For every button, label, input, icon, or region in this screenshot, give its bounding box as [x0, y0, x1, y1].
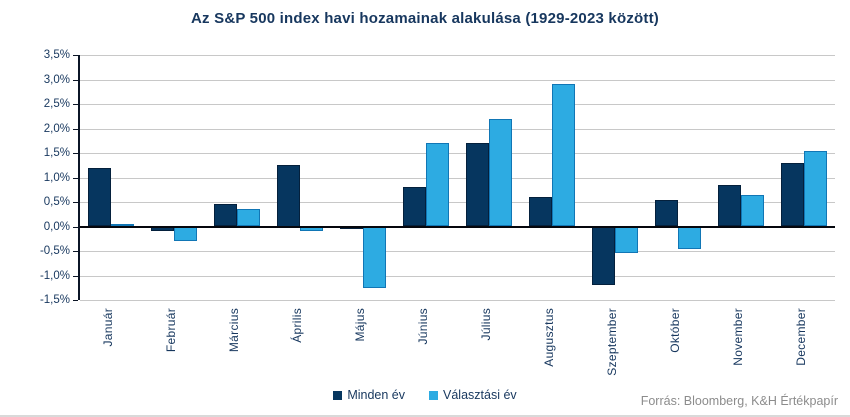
gridline — [80, 300, 835, 301]
bar-valasztasi-ev-november — [740, 194, 764, 227]
source-credit: Forrás: Bloomberg, K&H Értékpapír — [640, 394, 838, 408]
y-axis-tick — [73, 55, 78, 56]
legend: Minden év Választási év — [0, 388, 850, 402]
x-axis-label-aprilis: Április — [290, 308, 305, 343]
gridline — [80, 55, 835, 56]
plot-area — [78, 55, 835, 301]
gridline — [80, 177, 835, 179]
y-axis-label: 3,0% — [43, 73, 70, 86]
y-axis-label: 0,5% — [43, 196, 70, 208]
x-axis-label-december: December — [793, 308, 808, 366]
y-axis-tick — [73, 128, 78, 130]
gridline — [80, 153, 835, 154]
gridline — [80, 275, 835, 277]
y-axis-label: 2,0% — [43, 122, 70, 135]
bar-minden-ev-aprilis — [277, 165, 301, 227]
legend-item-valasztasi-ev: Választási év — [429, 388, 517, 402]
gridline — [80, 104, 835, 105]
y-axis-label: -1,5% — [39, 294, 70, 306]
bar-valasztasi-ev-februar — [174, 226, 198, 242]
x-axis-label-januar: Január — [101, 308, 116, 347]
y-axis-tick — [73, 226, 78, 228]
x-axis-label-julius: Július — [478, 308, 493, 341]
bar-minden-ev-oktober — [654, 199, 678, 227]
legend-label-valasztasi-ev: Választási év — [443, 388, 517, 402]
legend-label-minden-ev: Minden év — [347, 388, 406, 402]
y-axis-tick — [73, 275, 78, 277]
bar-valasztasi-ev-augusztus — [551, 84, 575, 227]
x-axis-label-oktober: Október — [667, 308, 682, 353]
y-axis-tick — [73, 104, 78, 105]
y-axis-label: 3,5% — [43, 49, 70, 61]
legend-swatch-valasztasi-ev — [429, 390, 439, 400]
bar-valasztasi-ev-julius — [488, 118, 512, 227]
bar-valasztasi-ev-oktober — [677, 226, 701, 249]
y-axis-label: -1,0% — [39, 269, 70, 282]
gridline — [80, 79, 835, 81]
y-axis-label: 2,5% — [43, 98, 70, 110]
y-axis-tick — [73, 79, 78, 81]
y-axis-label: -0,5% — [39, 245, 70, 257]
chart-title: Az S&P 500 index havi hozamainak alakulá… — [191, 10, 659, 27]
bar-valasztasi-ev-majus — [363, 226, 387, 288]
x-axis-label-november: November — [730, 308, 745, 366]
bar-valasztasi-ev-junius — [426, 143, 450, 227]
bar-minden-ev-szeptember — [591, 226, 615, 286]
legend-swatch-minden-ev — [333, 390, 343, 400]
y-axis-tick — [73, 202, 78, 203]
y-axis-tick — [73, 177, 78, 179]
bar-minden-ev-junius — [403, 187, 427, 227]
bar-valasztasi-ev-december — [803, 150, 827, 227]
x-axis-label-majus: Május — [353, 308, 368, 342]
y-axis-label: 1,5% — [43, 147, 70, 159]
zero-axis-line — [80, 225, 835, 228]
gridline — [80, 202, 835, 203]
bar-minden-ev-julius — [465, 143, 489, 227]
gridline — [80, 251, 835, 252]
bar-minden-ev-marcius — [214, 204, 238, 227]
x-axis-label-marcius: Március — [227, 308, 242, 353]
x-axis-label-szeptember: Szeptember — [604, 308, 619, 376]
bar-minden-ev-november — [717, 184, 741, 227]
bar-valasztasi-ev-szeptember — [614, 226, 638, 254]
y-axis-label: 1,0% — [43, 171, 70, 184]
x-axis-label-augusztus: Augusztus — [541, 308, 556, 367]
bar-minden-ev-december — [780, 162, 804, 227]
bar-minden-ev-januar — [88, 167, 112, 227]
y-axis-tick — [73, 153, 78, 154]
y-axis-tick — [73, 251, 78, 252]
x-axis-label-februar: Február — [164, 308, 179, 353]
y-axis-tick — [73, 300, 78, 301]
x-axis-label-junius: Június — [416, 308, 431, 345]
y-axis-label: 0,0% — [43, 220, 70, 233]
gridline — [80, 128, 835, 130]
bar-minden-ev-augusztus — [528, 197, 552, 227]
bar-valasztasi-ev-marcius — [237, 209, 261, 227]
legend-item-minden-ev: Minden év — [333, 388, 405, 402]
